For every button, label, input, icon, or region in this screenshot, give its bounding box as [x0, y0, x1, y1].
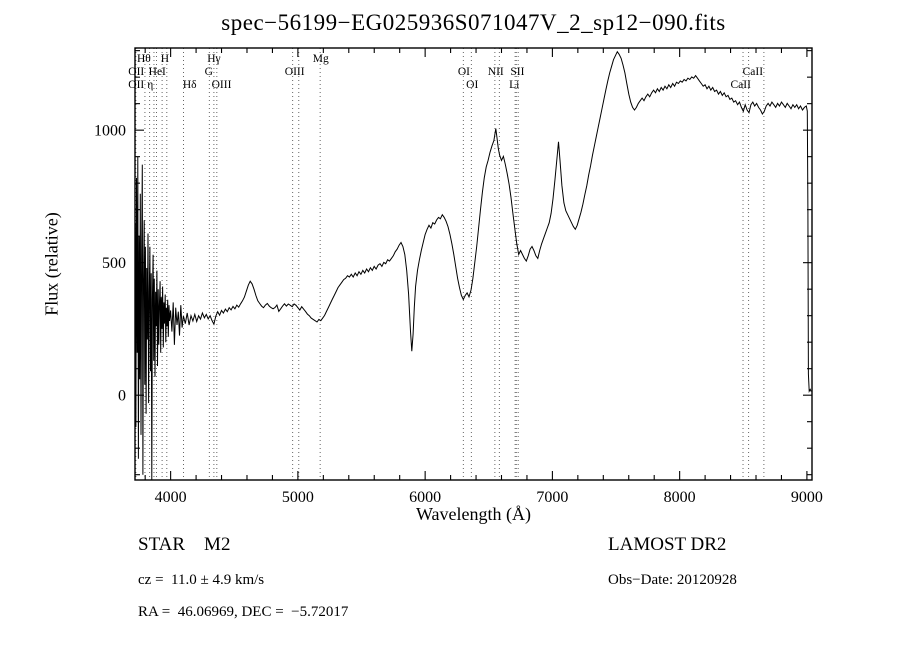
- x-tick-label: 9000: [791, 489, 823, 506]
- plot-title: spec−56199−EG025936S071047V_2_sp12−090.f…: [221, 10, 726, 35]
- spectral-line-label: CaII: [743, 66, 764, 78]
- spectral-line-label: OII: [128, 79, 144, 91]
- spectral-line-label: CaII: [731, 79, 752, 91]
- spectrum-trace: [134, 50, 812, 481]
- plot-frame: [134, 47, 813, 481]
- x-tick-label: 5000: [282, 489, 314, 506]
- spectral-line-label: OI: [466, 79, 478, 91]
- x-tick-label: 6000: [409, 489, 441, 506]
- spectral-line-label: Hγ: [207, 53, 220, 65]
- y-axis-label: Flux (relative): [41, 212, 62, 316]
- spectral-line-label: OI: [458, 66, 470, 78]
- classification-text: STAR M2: [138, 534, 231, 555]
- spectral-line-label: Li: [509, 79, 519, 91]
- survey-release-text: LAMOST DR2: [608, 534, 727, 555]
- x-tick-label: 4000: [155, 489, 187, 506]
- spectral-line-label: SII: [510, 66, 524, 78]
- y-tick-label: 500: [102, 255, 126, 272]
- spectral-line-label: NII: [488, 66, 504, 78]
- x-axis-label: Wavelength (Å): [415, 504, 531, 524]
- radial-velocity-text: cz = 11.0 ± 4.9 km/s: [138, 572, 265, 588]
- ra-dec-text: RA = 46.06969, DEC = −5.72017: [138, 604, 349, 620]
- x-tick-label: 8000: [664, 489, 696, 506]
- y-tick-label: 0: [118, 388, 126, 405]
- spectral-line-label: OIII: [212, 79, 232, 91]
- spectral-line-label: G: [205, 66, 213, 78]
- spectral-line-label: Hθ: [137, 53, 151, 65]
- spectral-line-label: OIII: [285, 66, 305, 78]
- spectral-line-label: HeI: [149, 66, 166, 78]
- spectral-line-label: η: [147, 79, 153, 91]
- x-tick-label: 7000: [536, 489, 568, 506]
- spectral-line-label: OII: [128, 66, 144, 78]
- spectral-line-label: Mg: [313, 53, 329, 65]
- spectral-line-label: H: [161, 53, 169, 65]
- y-tick-label: 1000: [94, 123, 126, 140]
- spectral-line-label: Hδ: [183, 79, 197, 91]
- obs-date-text: Obs−Date: 20120928: [608, 572, 737, 588]
